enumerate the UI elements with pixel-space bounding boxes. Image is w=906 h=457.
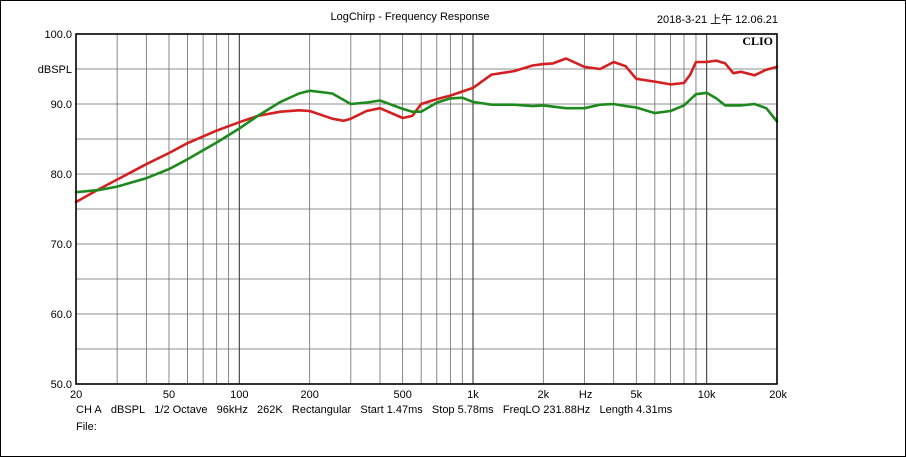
chart-title: LogChirp - Frequency Response — [330, 11, 490, 23]
y-tick-label: 50.0 — [51, 379, 72, 391]
window-label: Rectangular — [291, 404, 352, 416]
length-label: Length 4.31ms — [599, 404, 673, 416]
y-tick-label: 80.0 — [51, 169, 72, 181]
x-axis-label: Hz — [579, 389, 592, 401]
x-tick-label: 50 — [163, 389, 175, 401]
plot-border — [75, 33, 778, 385]
y-tick-label: 100.0 — [44, 29, 72, 41]
y-axis-label: dBSPL — [38, 64, 72, 76]
series-line-2 — [74, 89, 779, 194]
stop-label: Stop 5.78ms — [431, 404, 494, 416]
x-tick-label: 2k — [538, 389, 550, 401]
channel-label: CH A — [76, 404, 102, 416]
y-tick-label: 90.0 — [51, 99, 72, 111]
x-tick-label: 20k — [769, 389, 787, 401]
unit-label: dBSPL — [110, 404, 146, 416]
file-label: File: — [76, 421, 97, 433]
x-tick-label: 10k — [698, 389, 716, 401]
y-tick-labels: 100.0 90.0 80.0 70.0 60.0 50.0 — [44, 29, 72, 391]
measurement-info-row: CH A dBSPL 1/2 Octave 96kHz 262K Rectang… — [76, 404, 672, 416]
x-tick-label: 100 — [230, 389, 248, 401]
clio-brand-label: CLIO — [742, 34, 773, 48]
x-tick-label: 20 — [70, 389, 82, 401]
start-label: Start 1.47ms — [360, 404, 423, 416]
series-line-1 — [74, 57, 779, 204]
y-tick-label: 70.0 — [51, 239, 72, 251]
series-group — [74, 57, 779, 204]
freqlo-label: FreqLO 231.88Hz — [502, 404, 591, 416]
y-grid — [76, 68, 777, 350]
y-tick-label: 60.0 — [51, 309, 72, 321]
datetime-stamp: 2018-3-21 上午 12.06.21 — [656, 14, 778, 26]
smoothing-label: 1/2 Octave — [154, 404, 208, 416]
x-tick-labels: 20 50 100 200 500 1k 2k 5k 10k 20k — [70, 389, 787, 401]
x-tick-label: 5k — [631, 389, 643, 401]
x-tick-label: 200 — [300, 389, 318, 401]
x-tick-label: 1k — [467, 389, 479, 401]
x-tick-label: 500 — [393, 389, 411, 401]
sample-rate-label: 96kHz — [216, 404, 248, 416]
size-label: 262K — [257, 404, 283, 416]
